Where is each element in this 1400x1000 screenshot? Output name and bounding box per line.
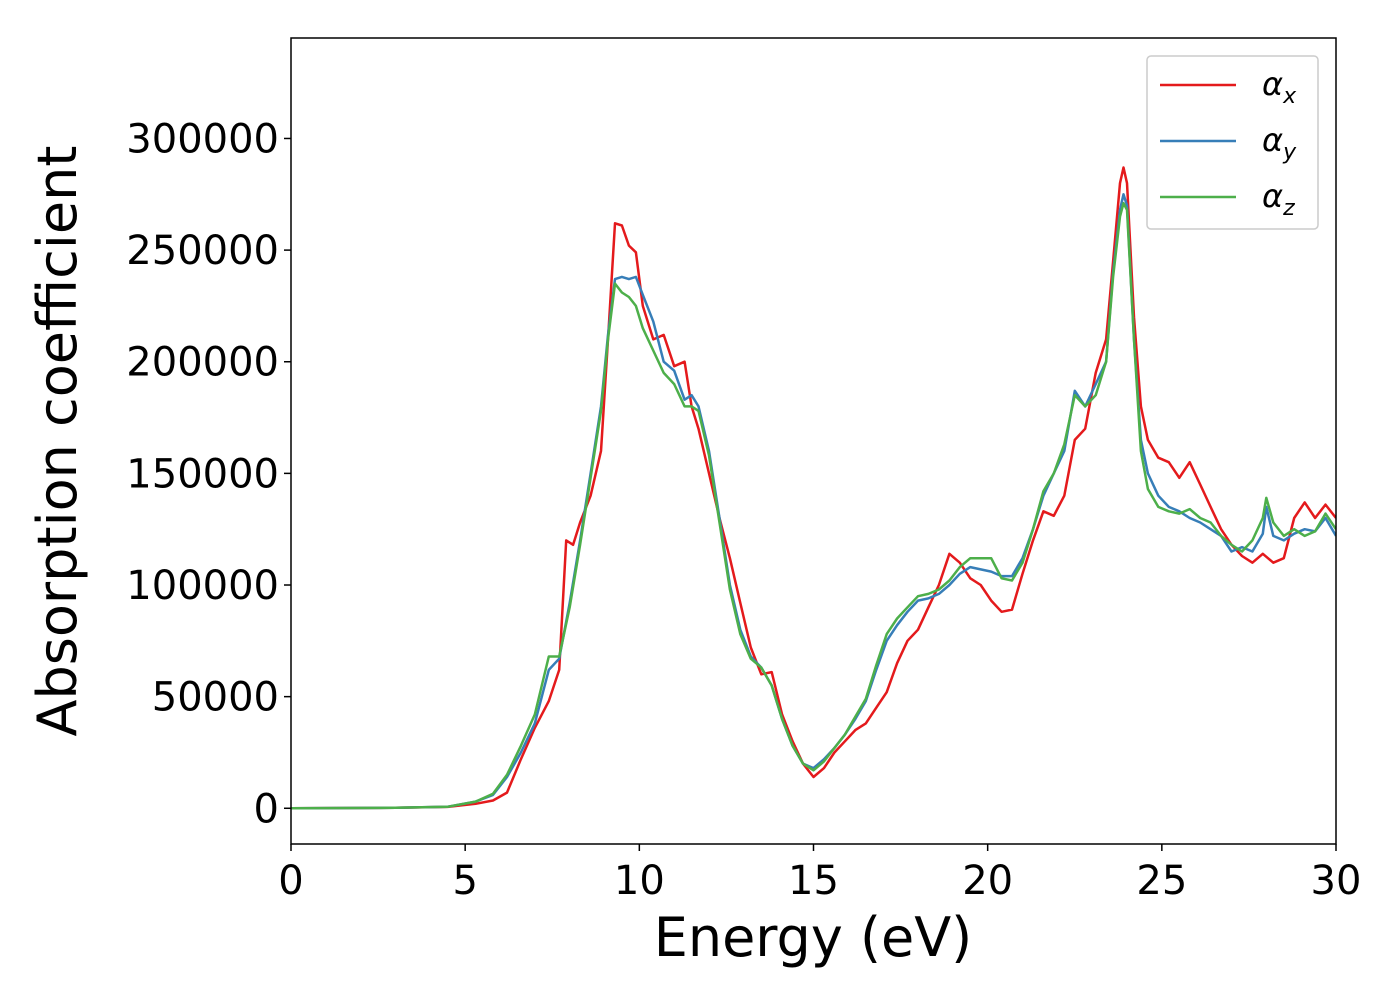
x-tick-label: 10 xyxy=(614,858,665,904)
x-tick-label: 25 xyxy=(1136,858,1187,904)
y-tick-label: 200000 xyxy=(126,340,279,386)
x-tick-label: 20 xyxy=(962,858,1013,904)
y-axis-ticks: 0 50000 100000 150000 200000 250000 300000 xyxy=(126,116,291,832)
x-tick-label: 0 xyxy=(278,858,303,904)
series-layer xyxy=(291,166,1336,810)
y-axis-label: Absorption coefficient xyxy=(26,146,89,737)
legend-label-y: αy xyxy=(1262,121,1297,165)
series-line-x xyxy=(291,166,1336,810)
y-tick-label: 250000 xyxy=(126,228,279,274)
x-tick-label: 5 xyxy=(452,858,477,904)
series-line-y xyxy=(291,193,1336,810)
series-line-z xyxy=(291,201,1336,810)
legend-box xyxy=(1146,55,1319,230)
y-tick-label: 300000 xyxy=(126,116,279,162)
y-tick-label: 150000 xyxy=(126,451,279,497)
x-axis-label: Energy (eV) xyxy=(654,906,973,969)
legend-label-x: αx xyxy=(1262,65,1297,109)
x-axis-ticks: 0 5 10 15 20 25 30 xyxy=(278,844,1361,904)
x-tick-label: 30 xyxy=(1311,858,1362,904)
y-tick-label: 0 xyxy=(254,786,279,832)
legend-label-z: αz xyxy=(1262,177,1295,221)
y-tick-label: 100000 xyxy=(126,563,279,609)
y-tick-label: 50000 xyxy=(152,675,279,721)
x-tick-label: 15 xyxy=(788,858,839,904)
legend: αx αy αz xyxy=(1146,55,1319,230)
